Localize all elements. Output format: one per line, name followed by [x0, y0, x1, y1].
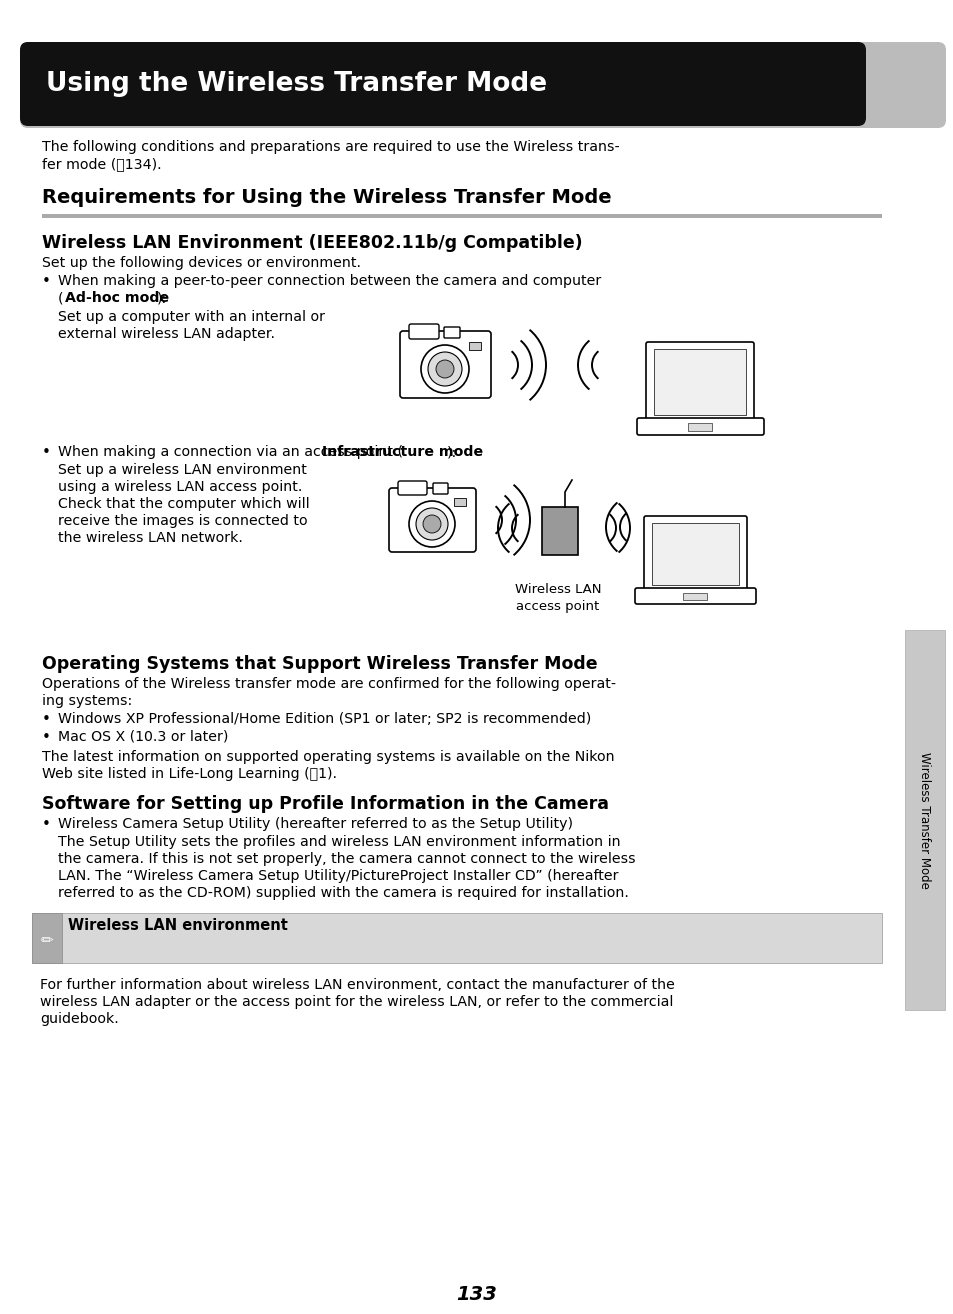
Circle shape — [422, 515, 440, 533]
Bar — [469, 342, 480, 350]
Text: ✏: ✏ — [41, 933, 53, 949]
Bar — [651, 523, 739, 585]
Text: (: ( — [58, 290, 64, 305]
Bar — [454, 498, 465, 506]
FancyBboxPatch shape — [443, 327, 459, 338]
Bar — [654, 350, 745, 415]
Text: Check that the computer which will: Check that the computer which will — [58, 497, 310, 511]
FancyBboxPatch shape — [409, 325, 438, 339]
Text: When making a connection via an access point (: When making a connection via an access p… — [58, 445, 402, 459]
FancyBboxPatch shape — [643, 516, 746, 593]
Text: Ad-hoc mode: Ad-hoc mode — [65, 290, 169, 305]
Text: ):: ): — [447, 445, 456, 459]
Circle shape — [428, 352, 461, 386]
Text: Using the Wireless Transfer Mode: Using the Wireless Transfer Mode — [46, 71, 547, 97]
Text: ):: ): — [157, 290, 167, 305]
Text: Set up a computer with an internal or: Set up a computer with an internal or — [58, 310, 325, 325]
Text: 133: 133 — [456, 1285, 497, 1303]
Bar — [687, 423, 711, 431]
Text: fer mode (Ⓛ134).: fer mode (Ⓛ134). — [42, 156, 161, 171]
Bar — [42, 214, 882, 218]
Bar — [32, 913, 882, 963]
Text: Wireless LAN Environment (IEEE802.11b/g Compatible): Wireless LAN Environment (IEEE802.11b/g … — [42, 234, 582, 252]
Text: Infrastructure mode: Infrastructure mode — [322, 445, 482, 459]
Text: Wireless LAN
access point: Wireless LAN access point — [515, 583, 600, 614]
Text: the camera. If this is not set properly, the camera cannot connect to the wirele: the camera. If this is not set properly,… — [58, 851, 635, 866]
Bar — [682, 593, 706, 600]
Bar — [541, 507, 578, 555]
Text: receive the images is connected to: receive the images is connected to — [58, 514, 307, 528]
Text: When making a peer-to-peer connection between the camera and computer: When making a peer-to-peer connection be… — [58, 275, 600, 288]
Text: Wireless Transfer Mode: Wireless Transfer Mode — [918, 752, 930, 888]
Text: •: • — [42, 712, 51, 727]
Text: Software for Setting up Profile Information in the Camera: Software for Setting up Profile Informat… — [42, 795, 608, 813]
Text: Web site listed in Life-Long Learning (Ⓛ1).: Web site listed in Life-Long Learning (Ⓛ… — [42, 767, 336, 781]
Text: •: • — [42, 445, 51, 460]
Text: guidebook.: guidebook. — [40, 1012, 118, 1026]
Text: The latest information on supported operating systems is available on the Nikon: The latest information on supported oper… — [42, 750, 614, 763]
Bar — [904, 629, 944, 1010]
Text: ing systems:: ing systems: — [42, 694, 132, 708]
Text: Operations of the Wireless transfer mode are confirmed for the following operat-: Operations of the Wireless transfer mode… — [42, 677, 616, 691]
Text: LAN. The “Wireless Camera Setup Utility/PictureProject Installer CD” (hereafter: LAN. The “Wireless Camera Setup Utility/… — [58, 869, 618, 883]
FancyBboxPatch shape — [397, 481, 427, 495]
Circle shape — [409, 501, 455, 547]
FancyBboxPatch shape — [635, 587, 755, 604]
FancyBboxPatch shape — [433, 484, 448, 494]
Circle shape — [420, 346, 469, 393]
Text: Windows XP Professional/Home Edition (SP1 or later; SP2 is recommended): Windows XP Professional/Home Edition (SP… — [58, 712, 591, 727]
Text: referred to as the CD-ROM) supplied with the camera is required for installation: referred to as the CD-ROM) supplied with… — [58, 886, 628, 900]
Bar — [32, 913, 62, 963]
Circle shape — [416, 509, 448, 540]
Text: The following conditions and preparations are required to use the Wireless trans: The following conditions and preparation… — [42, 141, 619, 154]
Text: Mac OS X (10.3 or later): Mac OS X (10.3 or later) — [58, 731, 228, 744]
Text: •: • — [42, 275, 51, 289]
Text: using a wireless LAN access point.: using a wireless LAN access point. — [58, 480, 302, 494]
FancyBboxPatch shape — [645, 342, 753, 422]
Text: •: • — [42, 731, 51, 745]
FancyBboxPatch shape — [389, 487, 476, 552]
Text: Set up a wireless LAN environment: Set up a wireless LAN environment — [58, 463, 307, 477]
FancyBboxPatch shape — [20, 42, 865, 126]
FancyBboxPatch shape — [399, 331, 491, 398]
Text: Operating Systems that Support Wireless Transfer Mode: Operating Systems that Support Wireless … — [42, 654, 597, 673]
Text: Requirements for Using the Wireless Transfer Mode: Requirements for Using the Wireless Tran… — [42, 188, 611, 208]
Text: Wireless Camera Setup Utility (hereafter referred to as the Setup Utility): Wireless Camera Setup Utility (hereafter… — [58, 817, 573, 830]
Text: Set up the following devices or environment.: Set up the following devices or environm… — [42, 256, 360, 269]
Text: Wireless LAN environment: Wireless LAN environment — [68, 918, 288, 933]
Text: wireless LAN adapter or the access point for the wireless LAN, or refer to the c: wireless LAN adapter or the access point… — [40, 995, 673, 1009]
Text: the wireless LAN network.: the wireless LAN network. — [58, 531, 243, 545]
FancyBboxPatch shape — [20, 42, 945, 127]
Circle shape — [436, 360, 454, 378]
Text: The Setup Utility sets the profiles and wireless LAN environment information in: The Setup Utility sets the profiles and … — [58, 834, 620, 849]
Text: external wireless LAN adapter.: external wireless LAN adapter. — [58, 327, 274, 342]
Text: For further information about wireless LAN environment, contact the manufacturer: For further information about wireless L… — [40, 978, 674, 992]
Text: •: • — [42, 817, 51, 832]
FancyBboxPatch shape — [637, 418, 763, 435]
